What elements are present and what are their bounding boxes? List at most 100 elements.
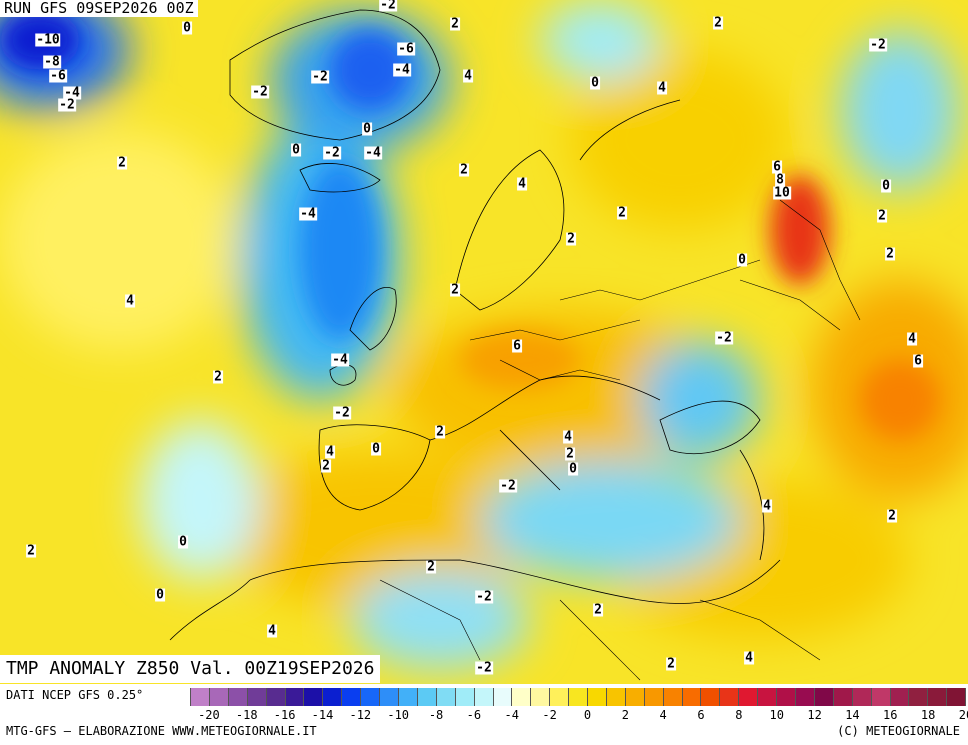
- legend-tick-label: -12: [349, 708, 372, 722]
- legend-tick-label: -8: [428, 708, 444, 722]
- contour-label: -2: [323, 145, 341, 161]
- contour-label: 2: [450, 282, 460, 298]
- legend-swatch: [796, 688, 815, 706]
- contour-label: -4: [364, 145, 382, 161]
- legend-swatch: [909, 688, 929, 706]
- legend-swatch: [852, 688, 872, 706]
- contour-label: 2: [593, 602, 603, 618]
- contour-label: 2: [885, 246, 895, 262]
- contour-label: 2: [877, 208, 887, 224]
- legend-swatch: [323, 688, 343, 706]
- contour-label: 2: [566, 231, 576, 247]
- legend-swatch: [550, 688, 570, 706]
- mediterranean-cool: [480, 460, 740, 580]
- contour-label: -2: [311, 69, 329, 85]
- color-scale-ticks: -20 -18 -16 -14 -12 -10 -8 -6 -4 -2 0 2 4 6 8 10 12 14 16 1…: [190, 708, 968, 722]
- contour-label: -6: [49, 68, 67, 84]
- contour-label: 4: [517, 176, 527, 192]
- legend-swatch: [285, 688, 305, 706]
- legend-swatch: [928, 688, 948, 706]
- legend-tick-label: 8: [735, 708, 743, 722]
- contour-label: 0: [362, 121, 372, 137]
- arctic-cool: [540, 0, 660, 80]
- legend-tick-label: 12: [807, 708, 822, 722]
- legend-swatch: [569, 688, 589, 706]
- legend-swatch: [474, 688, 494, 706]
- legend-swatch: [758, 688, 778, 706]
- legend-swatch: [739, 688, 759, 706]
- contour-label: 0: [568, 461, 578, 477]
- legend-footer: DATI NCEP GFS 0.25° -20 -18 -16 -14 -12 -10 -8…: [0, 684, 968, 745]
- legend-swatch: [606, 688, 626, 706]
- contour-label: -2: [499, 478, 517, 494]
- contour-label: 6: [913, 353, 923, 369]
- legend-tick-label: -6: [466, 708, 482, 722]
- contour-label: -4: [331, 352, 349, 368]
- credit-left: MTG-GFS — ELABORAZIONE WWW.METEOGIORNALE…: [6, 724, 317, 738]
- legend-tick-label: 16: [883, 708, 898, 722]
- contour-label: 0: [881, 178, 891, 194]
- anomaly-cores: [0, 10, 940, 440]
- legend-swatch: [588, 688, 607, 706]
- legend-tick-label: 14: [845, 708, 860, 722]
- legend-swatch: [266, 688, 286, 706]
- legend-tick-label: -14: [311, 708, 334, 722]
- legend-swatch: [304, 688, 324, 706]
- contour-label: 4: [907, 331, 917, 347]
- legend-tick-label: 2: [621, 708, 629, 722]
- contour-label: -2: [475, 589, 493, 605]
- legend-swatch: [947, 688, 967, 706]
- source-note: DATI NCEP GFS 0.25°: [6, 688, 144, 702]
- anomaly-map: -2 2 0 -10 -8 -6 -4 -2 -6 -4 -2 -2 0 4 0 4 2 -2 2 0 -2 -4 2 4 6 8…: [0, 0, 968, 684]
- contour-label: -2: [58, 97, 76, 113]
- legend-swatch: [190, 688, 210, 706]
- legend-swatch: [342, 688, 362, 706]
- legend-swatch: [228, 688, 248, 706]
- legend-tick-label: -20: [198, 708, 220, 722]
- contour-label: 2: [666, 656, 676, 672]
- legend-swatch: [247, 688, 267, 706]
- contour-label: -4: [63, 85, 81, 101]
- legend-swatch: [531, 688, 551, 706]
- contour-label: -4: [299, 206, 317, 222]
- legend-swatch: [625, 688, 645, 706]
- legend-swatch: [398, 688, 418, 706]
- contour-label: 6: [512, 338, 522, 354]
- legend-tick-label: -4: [504, 708, 519, 722]
- legend-swatch: [455, 688, 475, 706]
- legend-swatch: [720, 688, 740, 706]
- contour-label: 2: [213, 369, 223, 385]
- contour-label: 6: [772, 159, 782, 175]
- contour-label: 2: [435, 424, 445, 440]
- contour-label: -2: [869, 37, 887, 53]
- contour-label: 0: [182, 20, 192, 36]
- contour-label: 0: [155, 587, 165, 603]
- contour-label: 2: [617, 205, 627, 221]
- legend-swatch: [701, 688, 721, 706]
- contour-label: 2: [117, 155, 127, 171]
- coastlines: [169, 9, 781, 641]
- run-title: RUN GFS 09SEP2026 00Z: [0, 0, 198, 17]
- contour-label: -2: [715, 330, 733, 346]
- contour-label: 2: [450, 16, 460, 32]
- contour-label: -2: [475, 660, 493, 676]
- legend-tick-label: 4: [659, 708, 667, 722]
- contour-label: -6: [397, 41, 415, 57]
- contour-label: 2: [887, 508, 897, 524]
- contour-label: 4: [125, 293, 135, 309]
- legend-swatch: [890, 688, 910, 706]
- color-scale-bar: [190, 688, 967, 706]
- legend-tick-label: 6: [697, 708, 705, 722]
- contour-label: 4: [563, 429, 573, 445]
- contour-label: -2: [333, 405, 351, 421]
- legend-swatch: [777, 688, 796, 706]
- legend-tick-label: 18: [920, 708, 936, 722]
- borders: [379, 199, 861, 681]
- contour-label: 0: [737, 252, 747, 268]
- legend-swatch: [209, 688, 229, 706]
- credit-right: (C) METEOGIORNALE: [837, 724, 960, 738]
- legend-tick-label: 10: [769, 708, 784, 722]
- contour-label: 4: [267, 623, 277, 639]
- contour-label: -2: [251, 84, 269, 100]
- legend-swatch: [644, 688, 664, 706]
